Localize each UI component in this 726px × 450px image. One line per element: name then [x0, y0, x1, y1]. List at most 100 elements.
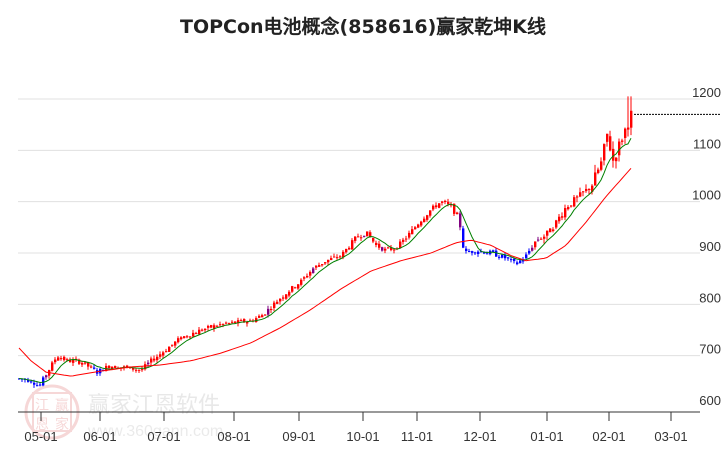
candle — [45, 374, 48, 380]
candle — [336, 254, 339, 260]
candle — [42, 375, 45, 387]
candle — [168, 345, 171, 353]
candle — [195, 331, 198, 335]
x-tick-label: 12-01 — [463, 429, 496, 444]
candle — [57, 355, 60, 361]
candle — [240, 318, 243, 322]
candle — [207, 324, 210, 331]
candle — [150, 356, 153, 366]
candle — [348, 246, 351, 251]
candle — [546, 230, 549, 240]
y-tick-label: 700 — [699, 342, 721, 357]
candle — [60, 355, 63, 361]
candle — [615, 156, 618, 169]
watermark-url: www.360gann.com — [87, 423, 223, 440]
candle — [330, 255, 333, 261]
x-tick-label: 07-01 — [147, 429, 180, 444]
candle — [300, 278, 303, 287]
y-tick-label: 600 — [699, 393, 721, 408]
candle — [327, 259, 330, 265]
long-ma-line — [18, 167, 632, 377]
candle — [273, 300, 276, 311]
candle — [408, 230, 411, 240]
candle — [534, 241, 537, 250]
candle — [588, 188, 591, 195]
candle — [600, 157, 603, 172]
candle — [354, 235, 357, 244]
candle — [537, 236, 540, 242]
svg-text:江: 江 — [35, 398, 49, 414]
candle — [237, 317, 240, 327]
candle — [270, 306, 273, 314]
candle — [405, 235, 408, 242]
candle — [432, 204, 435, 212]
candle — [87, 361, 90, 370]
candle — [255, 316, 258, 323]
svg-text:家: 家 — [55, 416, 69, 433]
candle — [549, 227, 552, 233]
candle — [513, 258, 516, 264]
candle — [78, 358, 81, 366]
x-tick-label: 02-01 — [592, 429, 625, 444]
candle — [399, 239, 402, 249]
candle — [504, 252, 507, 261]
y-axis-labels: 600 700 800 900 1000 1100 1200 — [692, 85, 721, 408]
candle — [114, 365, 117, 369]
candle — [423, 216, 426, 223]
candle — [438, 203, 441, 209]
candle — [429, 210, 432, 218]
candle — [219, 321, 222, 328]
candle — [309, 270, 312, 279]
candle — [552, 227, 555, 233]
candle — [285, 293, 288, 300]
candle — [444, 199, 447, 205]
candle — [204, 328, 207, 333]
candle — [390, 245, 393, 252]
candle — [414, 225, 417, 230]
candle — [198, 326, 201, 335]
candle — [339, 255, 342, 259]
candle — [510, 257, 513, 263]
candle — [183, 335, 186, 339]
svg-text:赢: 赢 — [55, 397, 69, 414]
candle — [216, 324, 219, 327]
candle — [318, 262, 321, 268]
candle — [507, 257, 510, 261]
candle — [441, 200, 444, 206]
candle — [156, 354, 159, 363]
x-tick-label: 05-01 — [24, 429, 57, 444]
x-tick-label: 06-01 — [83, 429, 116, 444]
candle — [561, 212, 564, 221]
candle — [213, 323, 216, 332]
candle — [138, 369, 141, 374]
candle — [420, 220, 423, 228]
candle — [378, 240, 381, 250]
x-tick-label: 10-01 — [346, 429, 379, 444]
candle — [99, 368, 102, 376]
candle — [576, 195, 579, 203]
x-axis: 05-01 06-01 07-01 08-01 09-01 10-01 11-01 12-01… — [18, 411, 700, 444]
candle — [624, 127, 627, 144]
candle — [276, 299, 279, 305]
candle — [498, 254, 501, 260]
candle — [543, 234, 546, 244]
svg-text:恩: 恩 — [35, 417, 49, 433]
candle — [231, 320, 234, 324]
candlesticks — [18, 96, 633, 388]
candle — [381, 246, 384, 252]
x-tick-label: 03-01 — [654, 429, 687, 444]
y-tick-label: 1000 — [692, 188, 721, 203]
candle — [525, 252, 528, 259]
candle — [174, 340, 177, 348]
candle — [372, 237, 375, 244]
candle — [363, 235, 366, 238]
candle — [39, 382, 42, 387]
candle — [591, 184, 594, 195]
candle — [597, 167, 600, 175]
y-tick-label: 1100 — [693, 136, 721, 151]
candle — [435, 202, 438, 209]
candle — [540, 237, 543, 240]
candle — [93, 364, 96, 370]
candle — [264, 314, 267, 316]
